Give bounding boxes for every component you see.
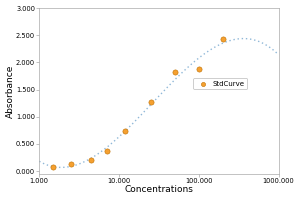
- X-axis label: Concentrations: Concentrations: [124, 185, 193, 194]
- StdCurve: [51, 165, 56, 168]
- StdCurve: [196, 68, 201, 71]
- StdCurve: [123, 129, 128, 133]
- Legend: StdCurve: StdCurve: [194, 78, 247, 89]
- StdCurve: [69, 163, 74, 166]
- StdCurve: [104, 149, 109, 152]
- StdCurve: [172, 71, 177, 74]
- Y-axis label: Absorbance: Absorbance: [6, 64, 15, 118]
- StdCurve: [220, 37, 225, 41]
- StdCurve: [148, 101, 153, 104]
- StdCurve: [89, 158, 94, 161]
